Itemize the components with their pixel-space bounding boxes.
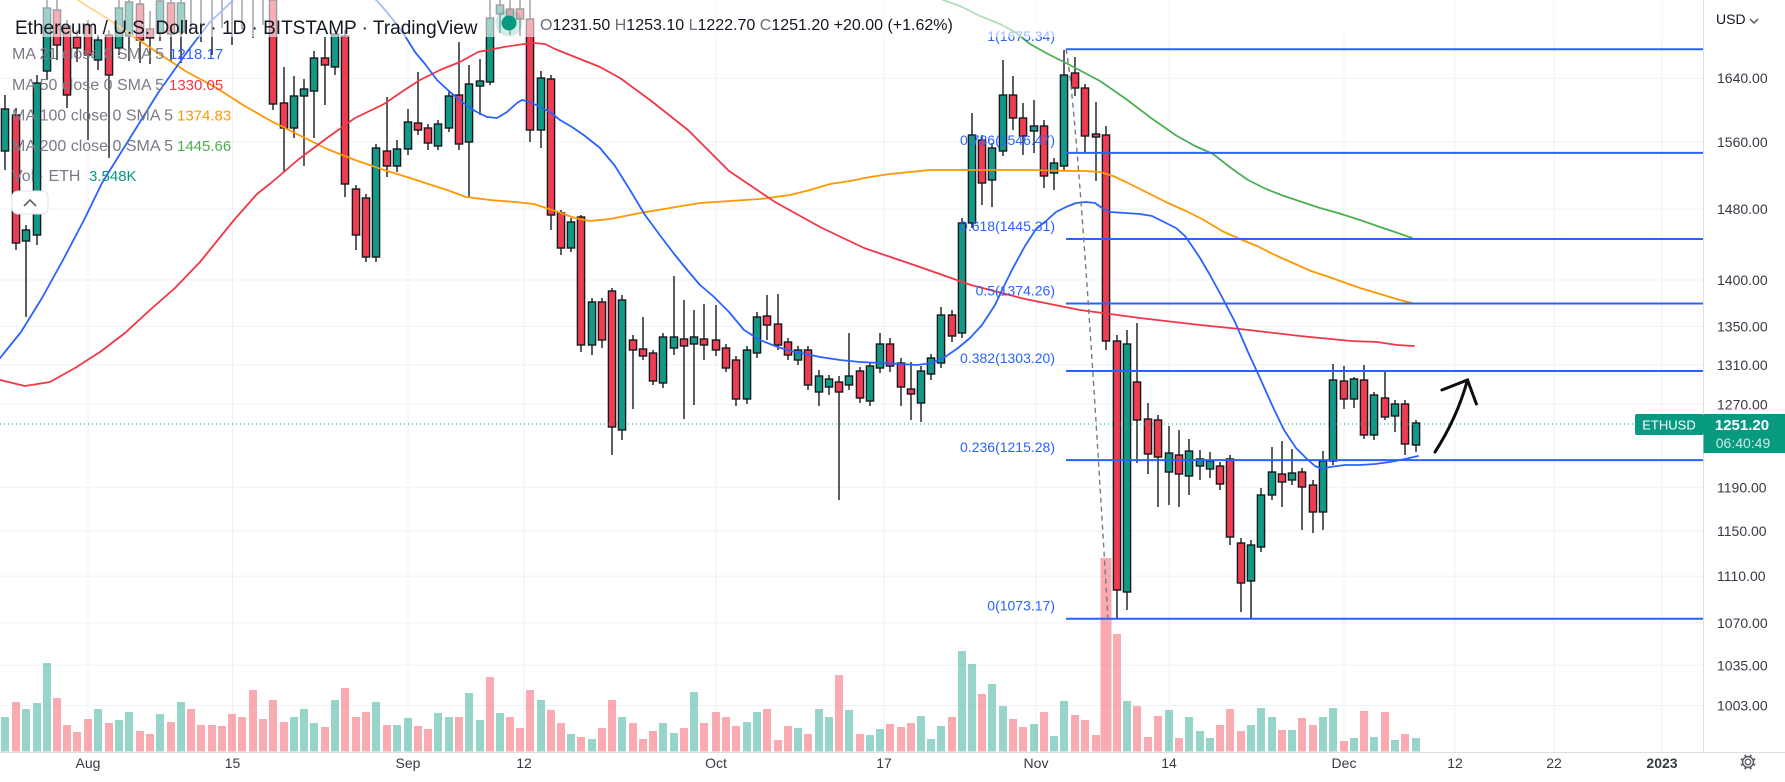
svg-text:0.382(1303.20): 0.382(1303.20) <box>960 350 1055 366</box>
svg-text:MA 200 close 0 SMA 5: MA 200 close 0 SMA 5 <box>12 138 173 155</box>
svg-text:0(1073.17): 0(1073.17) <box>987 598 1055 614</box>
svg-text:12: 12 <box>1447 755 1463 771</box>
svg-text:0.618(1445.31): 0.618(1445.31) <box>960 218 1055 234</box>
svg-text:O1231.50 H1253.10 L1222.70 C12: O1231.50 H1253.10 L1222.70 C1251.20 +20.… <box>540 17 953 34</box>
svg-text:3.548K: 3.548K <box>89 168 137 185</box>
svg-text:Oct: Oct <box>705 755 727 771</box>
svg-text:1270.00: 1270.00 <box>1717 396 1768 412</box>
svg-text:Aug: Aug <box>76 755 101 771</box>
svg-text:14: 14 <box>1161 755 1177 771</box>
svg-text:USD: USD <box>1716 11 1746 27</box>
svg-text:1110.00: 1110.00 <box>1717 568 1766 584</box>
svg-text:1330.05: 1330.05 <box>169 77 223 94</box>
svg-text:1560.00: 1560.00 <box>1717 134 1768 150</box>
svg-text:Vol · ETH: Vol · ETH <box>12 168 80 185</box>
svg-text:Ethereum / U.S. Dollar · 1D ·: Ethereum / U.S. Dollar · 1D · BITSTAMP ·… <box>15 18 478 39</box>
svg-text:1350.00: 1350.00 <box>1717 318 1768 334</box>
svg-text:MA 21 close 0 SMA 5: MA 21 close 0 SMA 5 <box>12 46 164 63</box>
svg-text:1251.20: 1251.20 <box>1715 417 1769 434</box>
svg-text:0.236(1215.28): 0.236(1215.28) <box>960 439 1055 455</box>
svg-text:Dec: Dec <box>1332 755 1357 771</box>
svg-text:22: 22 <box>1546 755 1562 771</box>
svg-text:12: 12 <box>516 755 532 771</box>
svg-text:MA 50 close 0 SMA 5: MA 50 close 0 SMA 5 <box>12 77 164 94</box>
svg-text:1150.00: 1150.00 <box>1717 523 1767 539</box>
svg-text:1003.00: 1003.00 <box>1717 697 1768 713</box>
svg-text:17: 17 <box>876 755 892 771</box>
svg-text:06:40:49: 06:40:49 <box>1716 435 1771 451</box>
svg-text:1445.66: 1445.66 <box>177 138 231 155</box>
svg-text:0.5(1374.26): 0.5(1374.26) <box>976 283 1055 299</box>
svg-text:0.786(1546.47): 0.786(1546.47) <box>960 132 1055 148</box>
svg-text:1035.00: 1035.00 <box>1717 657 1768 673</box>
svg-text:1190.00: 1190.00 <box>1717 479 1767 495</box>
svg-text:1480.00: 1480.00 <box>1717 201 1768 217</box>
svg-text:1640.00: 1640.00 <box>1717 70 1768 86</box>
svg-text:1400.00: 1400.00 <box>1717 272 1768 288</box>
svg-text:1310.00: 1310.00 <box>1717 357 1768 373</box>
svg-text:1218.17: 1218.17 <box>169 46 223 63</box>
svg-text:1374.83: 1374.83 <box>177 108 231 125</box>
svg-text:2023: 2023 <box>1646 755 1677 771</box>
svg-text:ETHUSD: ETHUSD <box>1642 418 1695 433</box>
svg-text:Sep: Sep <box>396 755 421 771</box>
svg-text:1070.00: 1070.00 <box>1717 615 1768 631</box>
svg-text:MA 100 close 0 SMA 5: MA 100 close 0 SMA 5 <box>12 108 173 125</box>
svg-text:Nov: Nov <box>1024 755 1049 771</box>
svg-text:15: 15 <box>225 755 241 771</box>
